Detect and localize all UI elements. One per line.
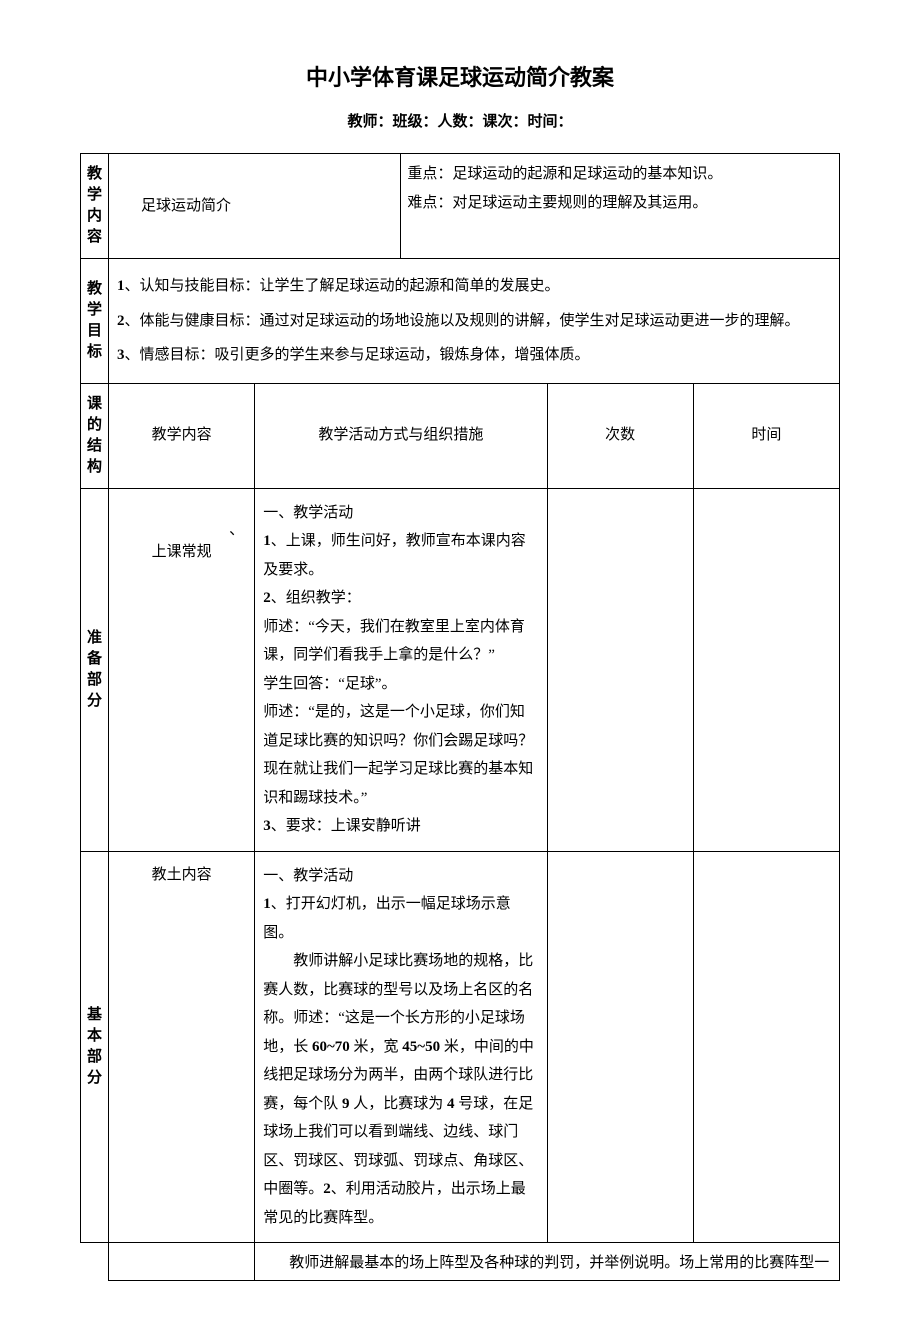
prep-activity-cell: 一、教学活动 1、上课，师生问好，教师宣布本课内容及要求。 2、组织教学： 师述… [255, 488, 547, 851]
empty-cell [81, 1243, 109, 1281]
activity-heading: 一、教学活动 [263, 499, 538, 528]
bold-number: 45~50 [402, 1039, 440, 1055]
key-point-text: 重点：足球运动的起源和足球运动的基本知识。 [407, 160, 835, 189]
activity-item: 1、上课，师生问好，教师宣布本课内容及要求。 [263, 527, 538, 584]
activity-paragraph: 教师讲解小足球比赛场地的规格，比赛人数，比赛球的型号以及场上名区的名称。师述：“… [263, 947, 538, 1232]
goal-number: 1 [117, 278, 125, 294]
goal-text: 、体能与健康目标：通过对足球运动的场地设施以及规则的讲解，使学生对足球运动更进一… [125, 313, 800, 329]
table-row: 教师进解最基本的场上阵型及各种球的判罚，并举例说明。场上常用的比赛阵型一 [81, 1243, 840, 1281]
header-count-col: 次数 [547, 383, 693, 488]
main-activity-cell: 一、教学活动 1、打开幻灯机，出示一幅足球场示意图。 教师讲解小足球比赛场地的规… [255, 851, 547, 1243]
table-row: 教学内容 足球运动简介 重点：足球运动的起源和足球运动的基本知识。 难点：对足球… [81, 154, 840, 259]
prep-content-label: 、 上课常规 [109, 488, 255, 851]
main-content-label: 教土内容 [109, 851, 255, 1243]
goal-item: 2、体能与健康目标：通过对足球运动的场地设施以及规则的讲解，使学生对足球运动更进… [117, 304, 831, 339]
text-segment: 人，比赛球为 [349, 1096, 447, 1112]
continuation-cell: 教师进解最基本的场上阵型及各种球的判罚，并举例说明。场上常用的比赛阵型一 [255, 1243, 840, 1281]
goal-text: 、情感目标：吸引更多的学生来参与足球运动，锻炼身体，增强体质。 [125, 347, 590, 363]
goal-text: 、认知与技能目标：让学生了解足球运动的起源和简单的发展史。 [125, 278, 560, 294]
main-time-cell [693, 851, 839, 1243]
activity-item: 3、要求：上课安静听讲 [263, 812, 538, 841]
lesson-plan-table: 教学内容 足球运动简介 重点：足球运动的起源和足球运动的基本知识。 难点：对足球… [80, 153, 840, 1281]
bold-number: 60~70 [312, 1039, 350, 1055]
item-text: 、组织教学： [271, 590, 361, 606]
bold-number: 2 [323, 1181, 331, 1197]
item-text: 、打开幻灯机，出示一幅足球场示意图。 [263, 896, 511, 941]
item-number: 1 [263, 896, 271, 912]
header-time-col: 时间 [693, 383, 839, 488]
prep-count-cell [547, 488, 693, 851]
label-main-section: 基本部分 [81, 851, 109, 1243]
label-teaching-goals: 教学目标 [81, 259, 109, 384]
document-title: 中小学体育课足球运动简介教案 [80, 60, 840, 92]
label-prep-section: 准备部分 [81, 488, 109, 851]
header-activity-col: 教学活动方式与组织措施 [255, 383, 547, 488]
key-points-cell: 重点：足球运动的起源和足球运动的基本知识。 难点：对足球运动主要规则的理解及其运… [401, 154, 840, 259]
difficulty-text: 难点：对足球运动主要规则的理解及其运用。 [407, 189, 835, 218]
label-teaching-content: 教学内容 [81, 154, 109, 259]
goals-cell: 1、认知与技能目标：让学生了解足球运动的起源和简单的发展史。 2、体能与健康目标… [109, 259, 840, 384]
table-row: 教学目标 1、认知与技能目标：让学生了解足球运动的起源和简单的发展史。 2、体能… [81, 259, 840, 384]
main-count-cell [547, 851, 693, 1243]
prep-time-cell [693, 488, 839, 851]
document-subtitle: 教师：班级：人数：课次：时间： [80, 110, 840, 131]
table-row: 基本部分 教土内容 一、教学活动 1、打开幻灯机，出示一幅足球场示意图。 教师讲… [81, 851, 840, 1243]
activity-heading: 一、教学活动 [263, 862, 538, 891]
table-row: 准备部分 、 上课常规 一、教学活动 1、上课，师生问好，教师宣布本课内容及要求… [81, 488, 840, 851]
dialogue-text: 师述：“是的，这是一个小足球，你们知道足球比赛的知识吗？你们会踢足球吗？现在就让… [263, 698, 538, 812]
header-content-col: 教学内容 [109, 383, 255, 488]
punctuation: 、 [113, 519, 250, 542]
item-number: 2 [263, 590, 271, 606]
item-number: 1 [263, 533, 271, 549]
dialogue-text: 学生回答：“足球”。 [263, 670, 538, 699]
label-structure: 课的结构 [81, 383, 109, 488]
item-text: 、上课，师生问好，教师宣布本课内容及要求。 [263, 533, 526, 578]
table-row: 课的结构 教学内容 教学活动方式与组织措施 次数 时间 [81, 383, 840, 488]
dialogue-text: 师述：“今天，我们在教室里上室内体育课，同学们看我手上拿的是什么？” [263, 613, 538, 670]
activity-item: 1、打开幻灯机，出示一幅足球场示意图。 [263, 890, 538, 947]
item-number: 3 [263, 818, 271, 834]
goal-number: 2 [117, 313, 125, 329]
teaching-content-cell: 足球运动简介 [109, 154, 401, 259]
empty-cell [109, 1243, 255, 1281]
activity-item: 2、组织教学： [263, 584, 538, 613]
goal-item: 3、情感目标：吸引更多的学生来参与足球运动，锻炼身体，增强体质。 [117, 338, 831, 373]
text-segment: 米，宽 [350, 1039, 403, 1055]
goal-number: 3 [117, 347, 125, 363]
item-text: 、要求：上课安静听讲 [271, 818, 421, 834]
prep-routine-label: 上课常规 [113, 541, 250, 564]
goal-item: 1、认知与技能目标：让学生了解足球运动的起源和简单的发展史。 [117, 269, 831, 304]
